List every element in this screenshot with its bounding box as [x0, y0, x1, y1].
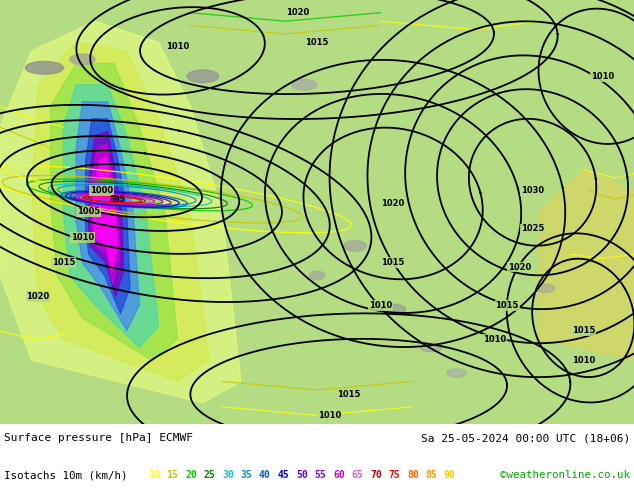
Text: 85: 85 — [425, 470, 437, 481]
Text: 1015: 1015 — [496, 301, 519, 310]
Text: 10: 10 — [148, 470, 160, 481]
Text: 35: 35 — [240, 470, 252, 481]
Text: 65: 65 — [351, 470, 363, 481]
Text: 1020: 1020 — [287, 8, 309, 17]
Ellipse shape — [576, 326, 591, 335]
Text: 80: 80 — [407, 470, 418, 481]
Ellipse shape — [70, 54, 95, 65]
Text: 1030: 1030 — [521, 186, 544, 195]
Text: 55: 55 — [314, 470, 327, 481]
Text: 1020: 1020 — [508, 263, 531, 271]
Text: 25: 25 — [204, 470, 216, 481]
Text: 1010: 1010 — [71, 233, 94, 242]
Text: 1005: 1005 — [77, 207, 100, 217]
Text: 40: 40 — [259, 470, 271, 481]
Ellipse shape — [344, 241, 366, 251]
Text: 1010: 1010 — [318, 411, 341, 420]
Text: 1025: 1025 — [521, 224, 544, 233]
Text: 1015: 1015 — [337, 390, 360, 399]
Polygon shape — [32, 43, 209, 381]
Ellipse shape — [292, 79, 317, 90]
Polygon shape — [89, 131, 124, 297]
Text: ©weatheronline.co.uk: ©weatheronline.co.uk — [500, 470, 630, 481]
Text: 1015: 1015 — [306, 38, 328, 47]
Text: 1015: 1015 — [382, 258, 404, 267]
Ellipse shape — [25, 61, 63, 74]
Text: 1015: 1015 — [52, 258, 75, 267]
Text: 1010: 1010 — [591, 72, 614, 81]
Text: Sa 25-05-2024 00:00 UTC (18+06): Sa 25-05-2024 00:00 UTC (18+06) — [421, 433, 630, 443]
Text: 1020: 1020 — [382, 199, 404, 208]
Text: 75: 75 — [389, 470, 400, 481]
Text: Isotachs 10m (km/h): Isotachs 10m (km/h) — [4, 470, 127, 481]
Text: 70: 70 — [370, 470, 382, 481]
Polygon shape — [539, 170, 634, 360]
Text: 90: 90 — [444, 470, 456, 481]
Text: Surface pressure [hPa] ECMWF: Surface pressure [hPa] ECMWF — [4, 433, 193, 443]
Text: 15: 15 — [167, 470, 178, 481]
Text: 1020: 1020 — [27, 292, 49, 301]
Ellipse shape — [447, 369, 466, 377]
Ellipse shape — [309, 271, 325, 280]
Text: 895: 895 — [110, 195, 125, 204]
Polygon shape — [76, 102, 139, 331]
Text: 30: 30 — [222, 470, 234, 481]
Ellipse shape — [187, 70, 219, 83]
Text: 1010: 1010 — [483, 335, 506, 343]
Text: 20: 20 — [185, 470, 197, 481]
Text: 1000: 1000 — [90, 186, 113, 195]
Ellipse shape — [380, 304, 406, 315]
Polygon shape — [0, 21, 241, 403]
Polygon shape — [63, 85, 158, 347]
Polygon shape — [91, 144, 119, 284]
Text: 50: 50 — [296, 470, 307, 481]
Text: 1010: 1010 — [369, 301, 392, 310]
Ellipse shape — [420, 343, 443, 352]
Polygon shape — [86, 119, 130, 314]
Ellipse shape — [536, 284, 555, 293]
Text: 1010: 1010 — [572, 356, 595, 365]
Polygon shape — [94, 157, 117, 271]
Text: 45: 45 — [278, 470, 289, 481]
Text: 1010: 1010 — [166, 42, 189, 51]
Polygon shape — [51, 64, 178, 360]
Text: 60: 60 — [333, 470, 345, 481]
Text: 1015: 1015 — [572, 326, 595, 335]
